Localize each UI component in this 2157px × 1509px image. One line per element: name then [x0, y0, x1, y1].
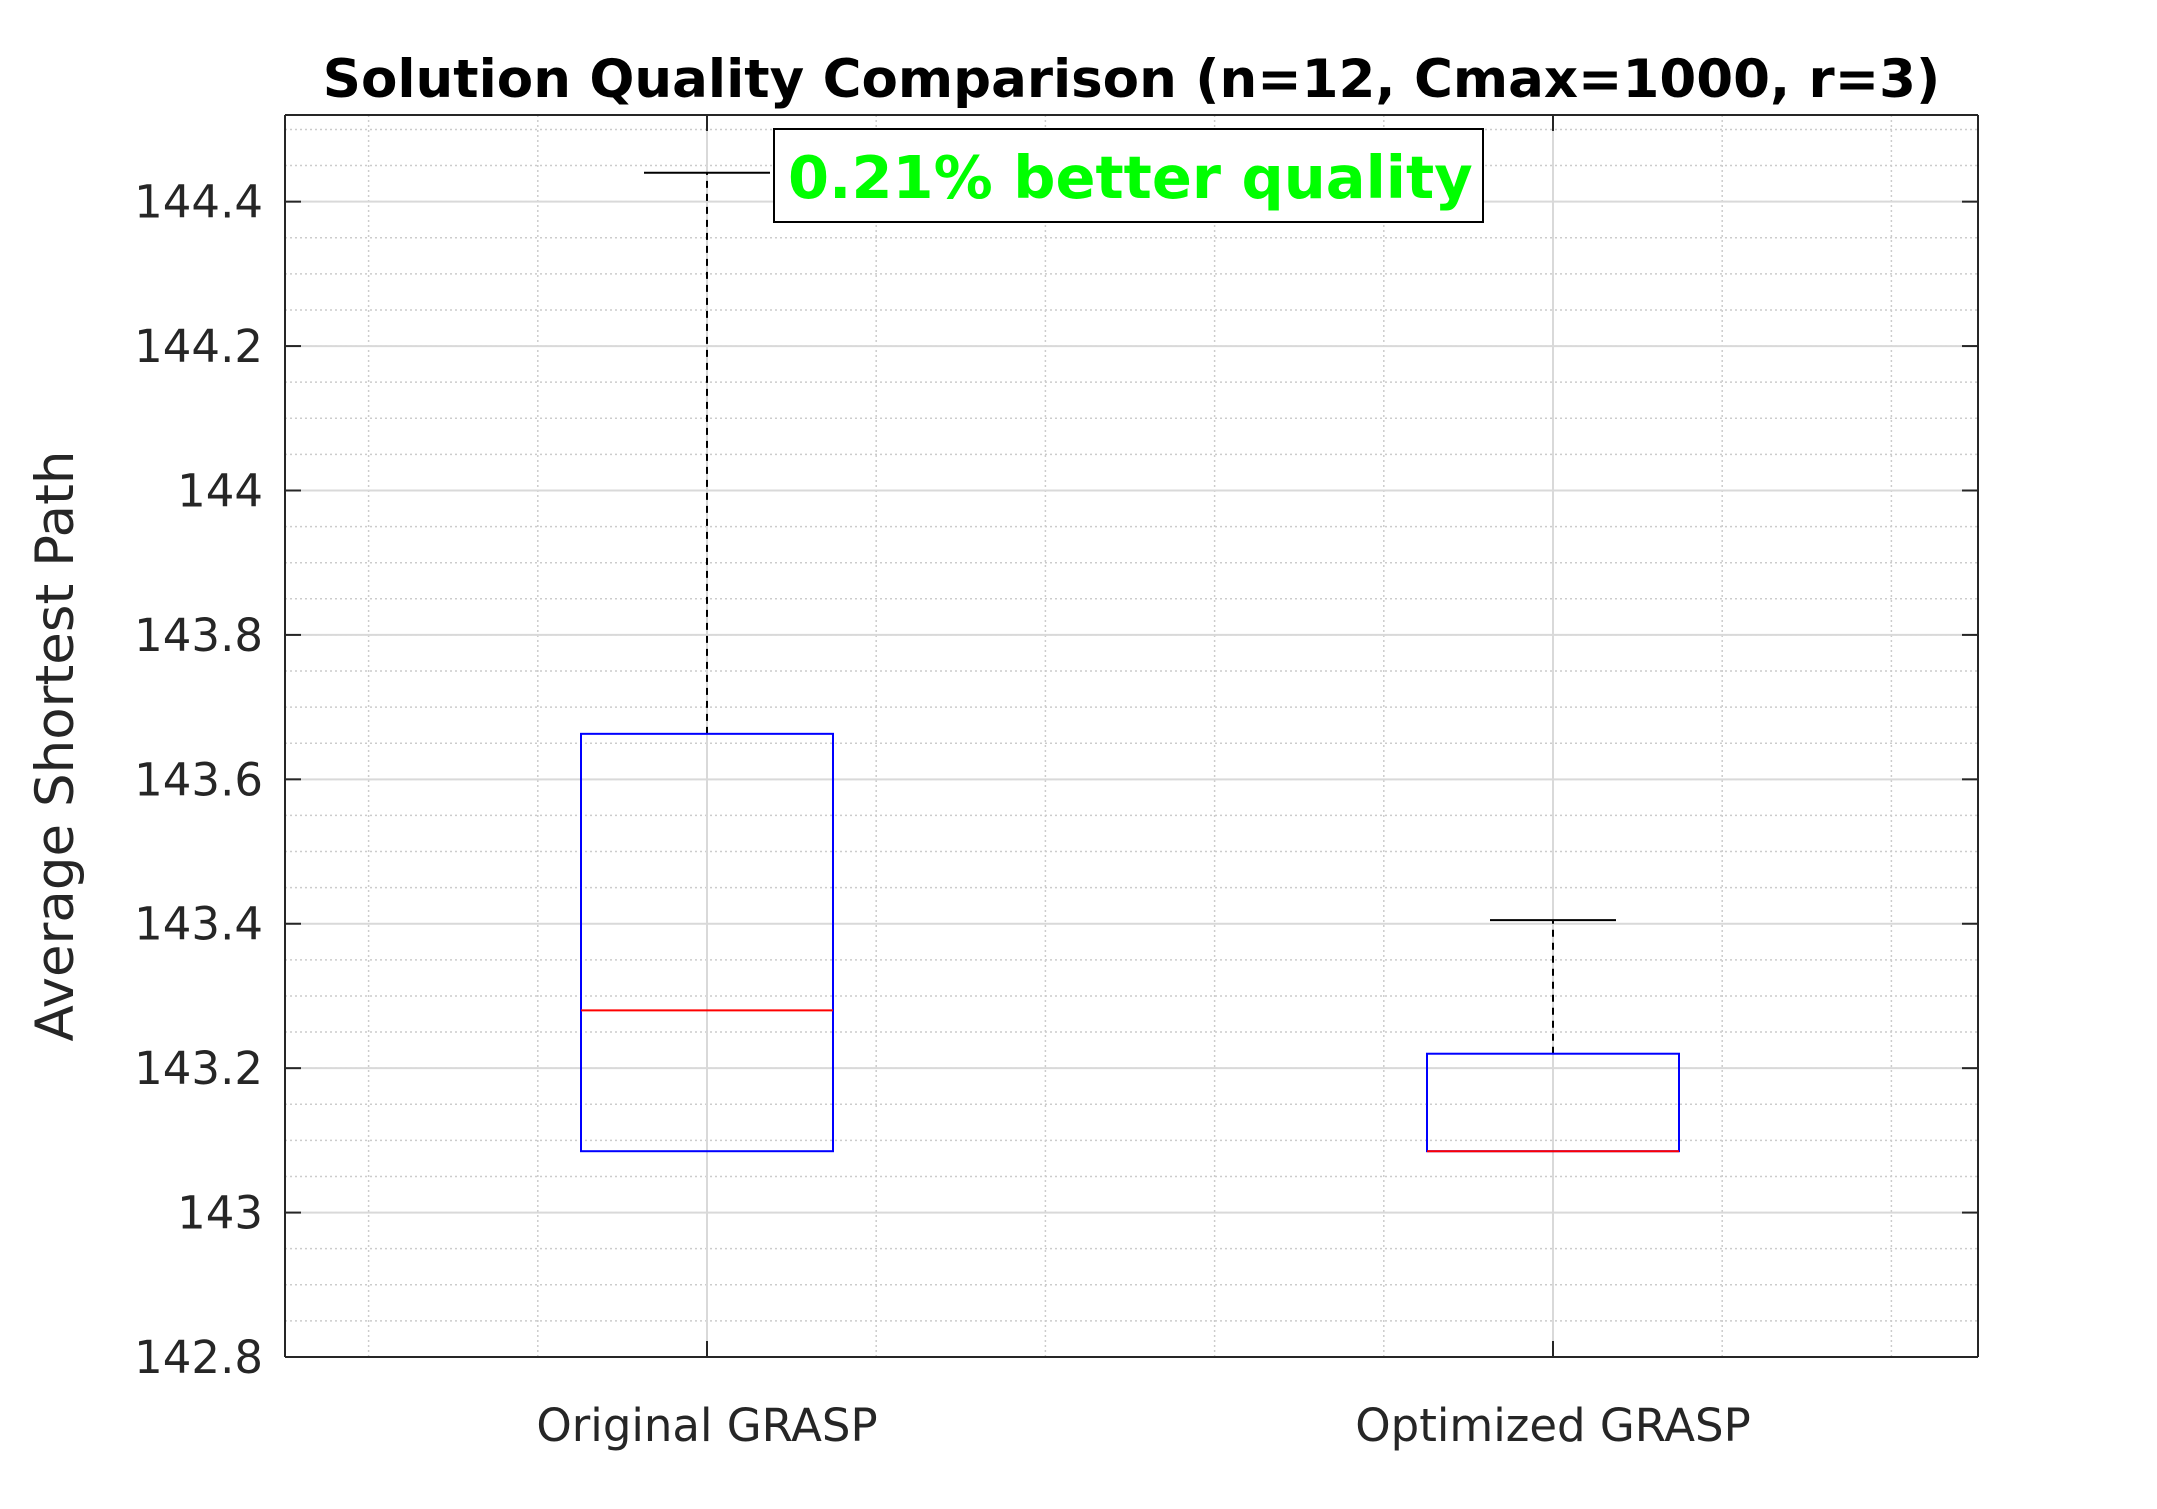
boxes: [580, 171, 1680, 1153]
y-tick-label: 143.6: [134, 753, 263, 806]
y-tick-label: 143.2: [134, 1042, 263, 1095]
x-tick-label: Original GRASP: [536, 1399, 877, 1452]
labels: Solution Quality Comparison (n=12, Cmax=…: [25, 49, 1940, 1042]
annotation-box: [773, 128, 1484, 223]
y-tick-label: 144.2: [134, 320, 263, 373]
y-axis-label: Average Shortest Path: [25, 451, 86, 1042]
box-iqr: [580, 732, 834, 1153]
x-tick-label: Optimized GRASP: [1355, 1399, 1750, 1452]
box-group: [580, 171, 834, 1153]
chart-title: Solution Quality Comparison (n=12, Cmax=…: [323, 49, 1940, 110]
y-tick-label: 142.8: [134, 1331, 263, 1384]
y-tick-label: 143.8: [134, 609, 263, 662]
annotation: 0.21% better quality: [773, 128, 1484, 223]
y-tick-label: 143.4: [134, 898, 263, 951]
y-tick-label: 144: [177, 464, 263, 517]
annotation-text: 0.21% better quality: [788, 143, 1473, 212]
box-group: [1426, 919, 1680, 1153]
axes: 142.8 143 143.2 143.4 143.6 143.8 144 144.2 144.…: [134, 114, 1979, 1452]
y-tick-label: 143: [177, 1187, 263, 1240]
y-tick-label: 144.4: [134, 176, 263, 229]
